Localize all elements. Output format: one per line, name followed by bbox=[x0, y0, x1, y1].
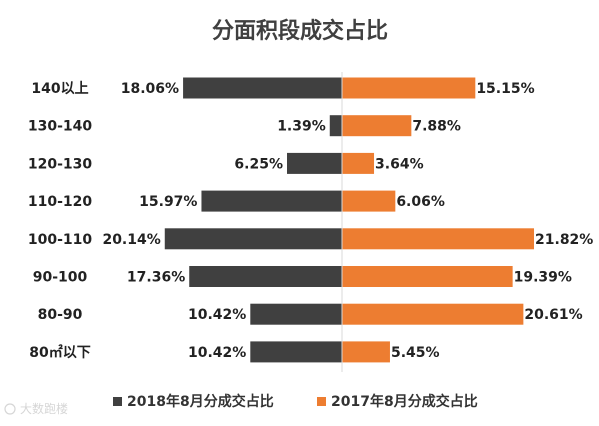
legend-label-2017: 2017年8月分成交占比 bbox=[331, 393, 478, 410]
category-label: 130-140 bbox=[28, 119, 93, 135]
watermark-text: 大数跑楼 bbox=[20, 401, 68, 416]
data-label-2018: 17.36% bbox=[127, 270, 185, 286]
category-label: 80㎡以下 bbox=[29, 344, 90, 361]
chart-rows: 140以上 18.06% 15.15% 130-140 1.39% 7.88% 120-13… bbox=[28, 77, 593, 363]
category-label: 140以上 bbox=[31, 81, 88, 97]
data-label-2018: 6.25% bbox=[234, 156, 283, 172]
bar-2017 bbox=[342, 115, 412, 137]
data-label-2017: 5.45% bbox=[391, 345, 440, 361]
bar-2017 bbox=[342, 152, 375, 174]
bar-2018 bbox=[287, 152, 342, 174]
data-label-2018: 18.06% bbox=[121, 81, 179, 97]
data-label-2018: 10.42% bbox=[188, 307, 246, 323]
category-label: 100-110 bbox=[28, 232, 93, 248]
bar-2017 bbox=[342, 190, 396, 212]
legend-swatch-2017 bbox=[317, 397, 326, 406]
category-label: 90-100 bbox=[33, 270, 88, 286]
bar-2017 bbox=[342, 228, 535, 250]
bar-2018 bbox=[201, 190, 342, 212]
bar-2017 bbox=[342, 303, 524, 325]
bar-2018 bbox=[250, 341, 342, 363]
category-label: 80-90 bbox=[38, 307, 83, 323]
data-label-2017: 21.82% bbox=[535, 232, 593, 248]
watermark-icon bbox=[4, 403, 16, 415]
data-label-2017: 6.06% bbox=[396, 194, 445, 210]
bar-2017 bbox=[342, 266, 513, 287]
chart-title: 分面积段成交占比 bbox=[212, 18, 388, 44]
legend-label-2018: 2018年8月分成交占比 bbox=[127, 393, 274, 410]
chart-legend: 2018年8月分成交占比 2017年8月分成交占比 bbox=[113, 393, 478, 410]
data-label-2017: 19.39% bbox=[514, 270, 572, 286]
bar-2018 bbox=[164, 228, 342, 250]
bar-2018 bbox=[329, 115, 342, 137]
data-label-2018: 10.42% bbox=[188, 345, 246, 361]
bar-2018 bbox=[189, 266, 342, 287]
data-label-2018: 20.14% bbox=[102, 232, 160, 248]
data-label-2017: 20.61% bbox=[524, 307, 582, 323]
category-label: 120-130 bbox=[28, 156, 93, 172]
watermark: 大数跑楼 bbox=[4, 401, 68, 416]
data-label-2017: 15.15% bbox=[476, 81, 534, 97]
category-label: 110-120 bbox=[28, 194, 93, 210]
data-label-2017: 7.88% bbox=[412, 119, 461, 135]
legend-swatch-2018 bbox=[113, 397, 122, 406]
bar-2017 bbox=[342, 77, 476, 99]
data-label-2017: 3.64% bbox=[375, 156, 424, 172]
data-label-2018: 15.97% bbox=[139, 194, 197, 210]
data-label-2018: 1.39% bbox=[277, 119, 326, 135]
bar-2018 bbox=[250, 303, 342, 325]
bar-2017 bbox=[342, 341, 390, 363]
bar-2018 bbox=[183, 77, 342, 99]
